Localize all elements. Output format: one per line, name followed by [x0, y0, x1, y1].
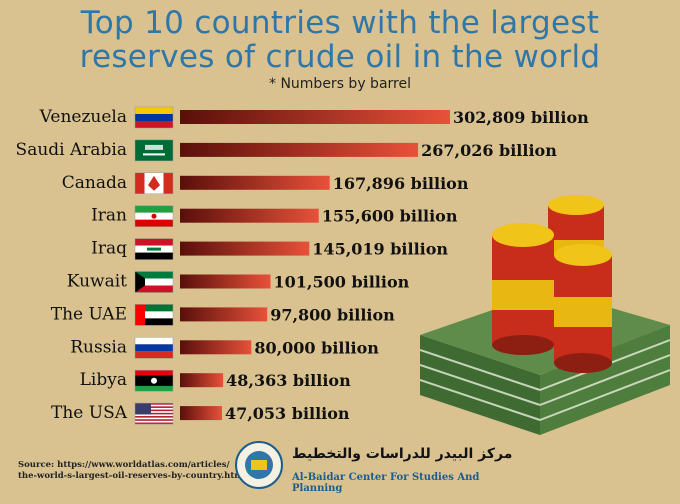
source-line-2: the-world-s-largest-oil-reserves-by-coun… [18, 471, 247, 481]
center-logo [235, 441, 283, 489]
bar [180, 406, 222, 421]
bar [180, 241, 310, 256]
title-line-2: reserves of crude oil in the world [79, 39, 601, 75]
data-label: 167,896 billion [333, 174, 469, 193]
country-label: Iran [91, 206, 127, 226]
iran-flag-icon [134, 205, 174, 227]
data-label: 97,800 billion [270, 305, 395, 324]
data-label: 267,026 billion [421, 141, 557, 160]
title-line-1: Top 10 countries with the largest [80, 5, 600, 41]
oil-barrel-icon [554, 244, 612, 373]
source-note: Source: https://www.worldatlas.com/artic… [18, 460, 258, 482]
bar [180, 340, 252, 355]
bar-chart: Venezuela 302,809 billion Saudi Arabia 267,… [16, 106, 589, 425]
saudi-arabia-flag-icon [134, 139, 174, 162]
oil-barrels-illustration [420, 195, 671, 435]
uae-flag-icon [134, 304, 174, 326]
canada-flag-icon [134, 172, 174, 195]
data-label: 48,363 billion [226, 371, 351, 390]
data-label: 302,809 billion [453, 108, 589, 127]
country-label: Saudi Arabia [16, 140, 127, 160]
data-label: 145,019 billion [312, 240, 448, 259]
bar [180, 208, 319, 223]
data-label: 80,000 billion [254, 338, 379, 357]
bar [180, 142, 419, 157]
russia-flag-icon [134, 337, 174, 359]
libya-flag-icon [134, 369, 174, 392]
country-label: The UAE [51, 304, 127, 324]
venezuela-flag-icon [134, 106, 174, 129]
country-label: Iraq [91, 239, 127, 259]
iraq-flag-icon [134, 238, 174, 260]
country-label: The USA [51, 403, 128, 423]
usa-flag-icon [134, 402, 174, 425]
org-name-english: Al-Baidar Center For Studies And Plannin… [292, 472, 480, 494]
country-label: Russia [70, 337, 127, 357]
source-line-1: Source: https://www.worldatlas.com/artic… [18, 460, 230, 470]
oil-barrel-icon [492, 223, 554, 355]
chart-subtitle: * Numbers by barrel [269, 76, 411, 92]
country-label: Kuwait [67, 272, 127, 292]
bar [180, 175, 330, 190]
bar [180, 373, 224, 388]
data-label: 155,600 billion [322, 207, 458, 226]
data-label: 101,500 billion [274, 273, 410, 292]
kuwait-flag-icon [134, 271, 174, 293]
chart-title: Top 10 countries with the largest reserv… [0, 6, 680, 74]
org-name-arabic: مركز البيدر للدراسات والتخطيط [292, 446, 513, 462]
bar [180, 307, 268, 322]
bar [180, 274, 271, 289]
country-label: Libya [80, 370, 127, 390]
data-label: 47,053 billion [225, 404, 350, 423]
bar [180, 110, 450, 124]
country-label: Canada [62, 173, 127, 193]
country-label: Venezuela [39, 107, 127, 127]
